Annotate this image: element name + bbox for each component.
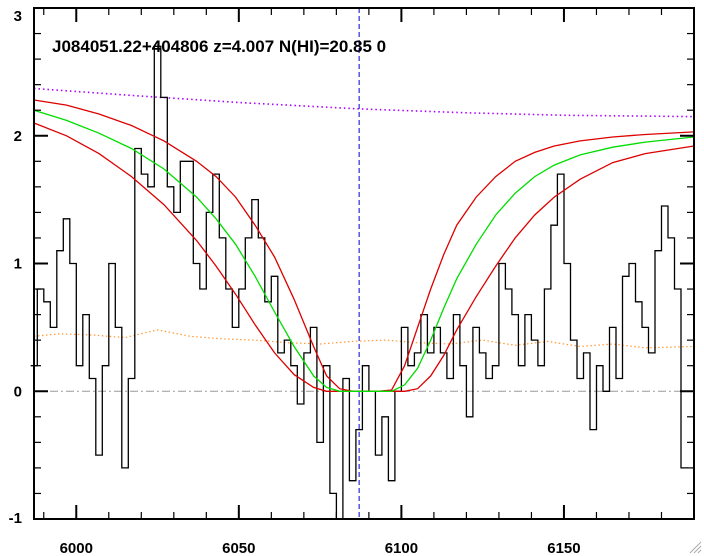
reference-lines — [34, 8, 694, 519]
y-tick-label: -1 — [9, 510, 22, 527]
voigt-fit — [33, 109, 695, 392]
axes: 6000 6050 6100 6150 -1 0 1 2 3 — [9, 7, 695, 556]
y-tick-label: 2 — [14, 128, 22, 145]
error-line — [33, 329, 695, 349]
x-tick-label: 6150 — [547, 540, 580, 556]
y-tick-label: 1 — [14, 256, 22, 273]
resize-grip-icon[interactable] — [688, 540, 702, 554]
x-tick-label: 6000 — [60, 540, 93, 556]
y-tick-label: 0 — [14, 383, 22, 400]
chart-title: J084051.22+404806 z=4.007 N(HI)=20.85 0 — [52, 37, 386, 56]
x-tick-label: 6050 — [222, 540, 255, 556]
flux-spectrum — [30, 45, 688, 520]
data-series — [30, 45, 695, 520]
y-tick-label: 3 — [14, 8, 22, 25]
x-tick-label: 6100 — [385, 540, 418, 556]
